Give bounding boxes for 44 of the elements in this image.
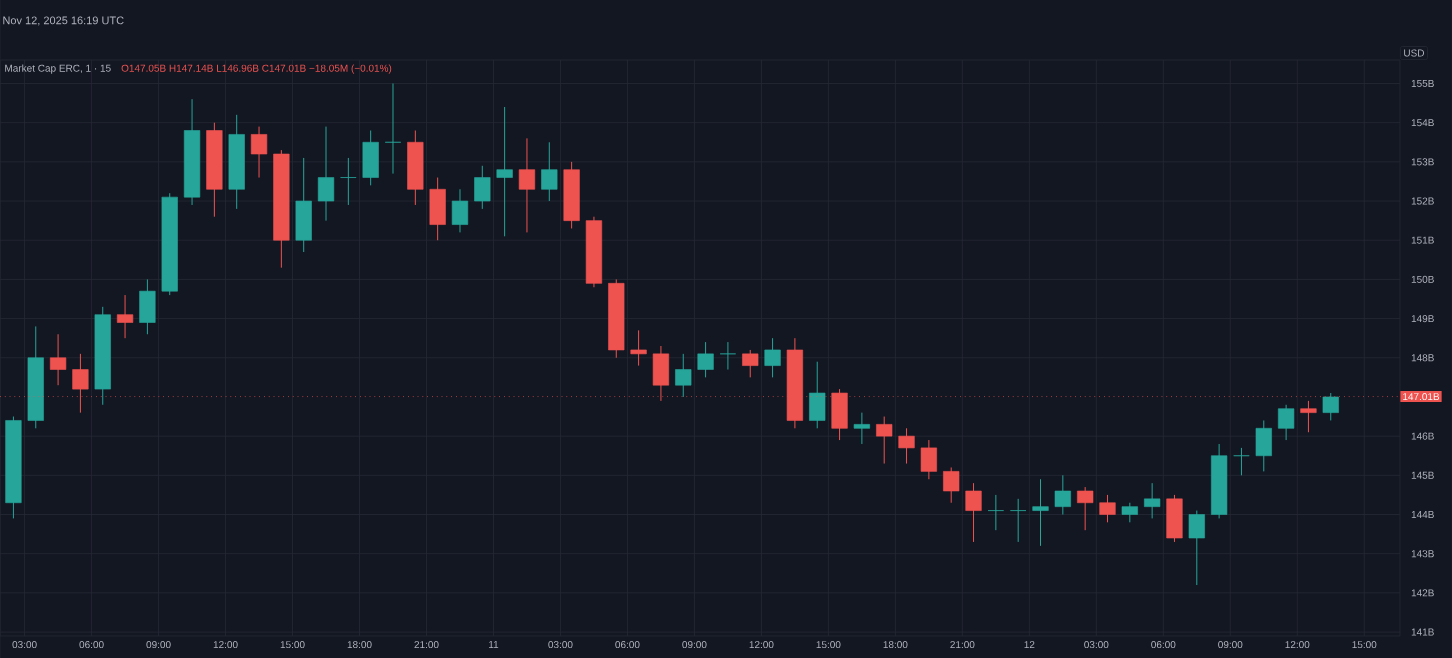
candlestick xyxy=(764,337,781,378)
candlestick xyxy=(139,278,156,335)
candlestick xyxy=(1322,392,1339,421)
candlestick xyxy=(630,329,647,367)
candlestick xyxy=(1144,482,1161,519)
candlestick xyxy=(1010,498,1027,543)
candlestick xyxy=(1188,510,1205,586)
candlestick xyxy=(987,494,1004,531)
candlestick xyxy=(250,126,268,179)
candlestick xyxy=(742,349,759,378)
candlestick xyxy=(965,482,982,543)
candlestick xyxy=(295,157,312,253)
candlestick xyxy=(49,333,67,386)
candlestick xyxy=(943,466,960,504)
candlestick xyxy=(920,439,937,480)
candlestick xyxy=(719,341,737,371)
candlestick xyxy=(1099,494,1116,523)
candlestick xyxy=(1166,494,1183,543)
candlestick xyxy=(496,106,513,237)
candlestick xyxy=(317,126,335,222)
candlestick xyxy=(541,141,558,202)
candlestick xyxy=(876,416,893,465)
candlestick xyxy=(675,353,692,398)
candlestick xyxy=(1077,486,1094,531)
candlestick xyxy=(340,157,357,206)
candlestick xyxy=(697,341,714,378)
candlestick xyxy=(1300,400,1317,433)
candlestick xyxy=(898,427,915,465)
candlestick xyxy=(429,177,446,241)
candlestick xyxy=(1233,447,1250,476)
candlestick xyxy=(1255,419,1272,472)
candlestick xyxy=(809,361,826,429)
candlestick xyxy=(474,165,491,210)
candlestick xyxy=(853,412,870,445)
candlestick xyxy=(451,188,469,233)
candlestick xyxy=(1054,474,1071,515)
candlestick xyxy=(1278,404,1295,441)
candlestick xyxy=(384,83,402,175)
candlestick xyxy=(1121,502,1138,523)
candlestick xyxy=(362,130,379,186)
candlestick xyxy=(518,137,536,233)
candlestick xyxy=(407,130,424,206)
candlestick xyxy=(1032,478,1049,547)
candlestick xyxy=(116,294,134,339)
